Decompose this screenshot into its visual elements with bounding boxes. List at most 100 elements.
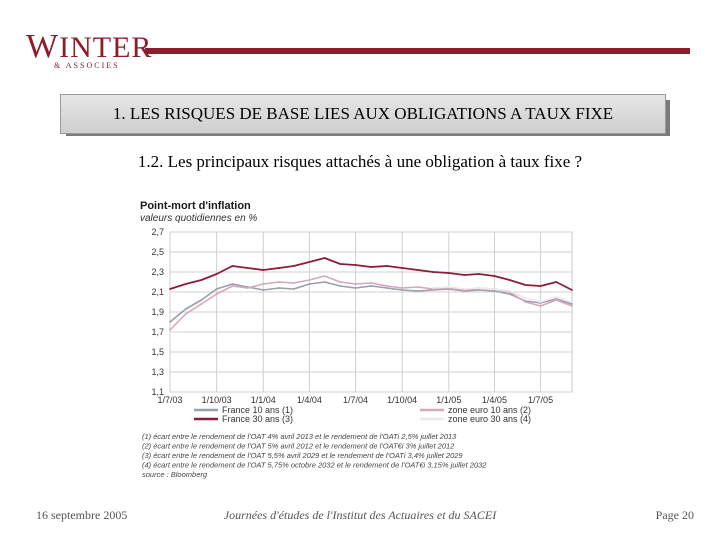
data-point [339,263,342,265]
source-note: source : Bloomberg [142,470,208,479]
data-point [278,267,280,269]
data-point [493,288,496,290]
data-point [246,267,249,269]
data-point [401,267,404,269]
legend-label: zone euro 10 ans (2) [448,405,531,415]
data-point [493,275,496,277]
data-point [477,287,480,289]
data-point [278,281,280,283]
data-point [292,282,295,284]
data-point [292,265,295,267]
footnote: (3) écart entre le rendement de l'OAT 5,… [142,451,463,460]
data-point [262,283,265,285]
slide-subtitle: 1.2. Les principaux risques attachés à u… [137,152,583,171]
x-tick-label: 1/4/04 [297,395,322,405]
data-point [386,287,388,289]
data-point [169,321,171,323]
data-point [386,265,388,267]
data-point [432,271,434,273]
data-point [215,273,218,275]
data-point [262,289,265,291]
data-point [401,287,404,289]
data-point [354,264,357,266]
y-tick-label: 1,3 [151,367,164,377]
data-point [477,289,480,291]
data-point [401,289,404,291]
data-point [308,283,311,285]
data-point [184,283,187,285]
data-point [169,329,171,331]
chart-title: Point-mort d'inflation [140,200,251,212]
data-point [539,285,542,287]
data-point [354,287,357,289]
data-point [339,281,342,283]
data-point [477,273,480,275]
legend-label: France 10 ans (1) [222,405,293,415]
data-point [308,261,311,263]
data-point [231,265,234,267]
data-point [447,286,450,288]
footnote: (2) écart entre le rendement de l'OAT 5%… [142,442,455,451]
x-tick-label: 1/4/05 [482,395,507,405]
data-point [524,297,527,299]
data-point [370,282,373,284]
header-rule [145,48,690,54]
y-tick-label: 2,1 [151,287,164,297]
data-point [432,287,434,289]
data-point [417,269,419,271]
footnote: (4) écart entre le rendement de l'OAT 5,… [142,461,487,470]
data-point [508,279,511,281]
y-tick-label: 1,7 [151,327,164,337]
footer-event: Journées d'études de l'Institut des Actu… [223,508,497,522]
x-tick-label: 1/10/04 [387,395,417,405]
breakeven-inflation-chart: Point-mort d'inflation valeurs quotidien… [140,200,573,479]
data-point [493,290,496,292]
data-point [370,285,373,287]
data-point [571,301,573,303]
series-zone-euro-30-line [433,286,573,303]
winter-associes-logo: WINTER & ASSOCIES [26,28,153,71]
data-point [524,284,527,286]
data-point [417,290,419,292]
chart-subtitle: valeurs quotidiennes en % [140,213,257,224]
data-point [200,303,203,305]
data-point [508,290,511,292]
y-tick-label: 1,1 [151,387,164,397]
footer-date: 16 septembre 2005 [36,508,128,522]
data-point [200,279,203,281]
data-point [555,296,558,298]
data-point [571,303,573,305]
logo-wordmark: WINTER [26,28,153,65]
footnote: (1) écart entre le rendement de l'OAT 4%… [142,432,457,441]
data-point [262,269,265,271]
footer-page-number: Page 20 [655,508,694,522]
data-point [231,285,234,287]
data-point [370,266,373,268]
data-point [555,299,558,301]
data-point [524,301,527,303]
legend-label: France 30 ans (3) [222,414,293,424]
y-tick-label: 1,5 [151,347,164,357]
data-point [215,293,218,295]
data-point [323,275,326,277]
x-tick-label: 1/10/03 [202,395,232,405]
data-point [539,301,542,303]
logo-subtitle: & ASSOCIES [54,61,120,70]
data-point [184,313,187,315]
section-banner: 1. LES RISQUES DE BASE LIES AUX OBLIGATI… [60,94,666,134]
x-tick-label: 1/7/05 [528,395,553,405]
data-point [354,283,357,285]
data-point [231,283,234,285]
data-point [571,289,573,291]
y-tick-label: 1,9 [151,307,164,317]
data-point [215,288,218,290]
data-point [417,286,419,288]
legend-label: zone euro 30 ans (4) [448,414,531,424]
data-point [292,288,295,290]
y-tick-label: 2,3 [151,267,164,277]
data-point [539,305,542,307]
y-tick-label: 2,5 [151,247,164,257]
section-title: 1. LES RISQUES DE BASE LIES AUX OBLIGATI… [112,104,614,123]
x-tick-label: 1/7/04 [343,395,368,405]
data-point [308,279,311,281]
